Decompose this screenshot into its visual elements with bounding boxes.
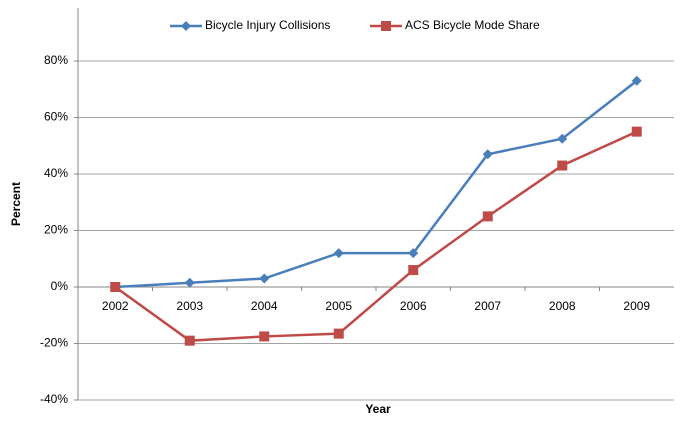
x-axis-label: Year [365, 402, 391, 416]
legend-label: ACS Bicycle Mode Share [405, 18, 540, 32]
data-point [631, 75, 642, 86]
x-tick-label: 2002 [102, 299, 129, 313]
series-line [115, 79, 638, 289]
data-point [333, 328, 344, 339]
data-point [631, 126, 642, 137]
x-tick-label: 2008 [549, 299, 576, 313]
data-point [557, 160, 568, 171]
data-point [408, 248, 419, 259]
x-tick-label: 2003 [176, 299, 203, 313]
y-tick-label: 80% [44, 53, 68, 67]
y-tick-label: 60% [44, 110, 68, 124]
legend-marker [381, 21, 391, 31]
data-point [482, 211, 493, 222]
data-point [259, 273, 270, 284]
x-tick-label: 2005 [325, 299, 352, 313]
y-tick-label: 20% [44, 223, 68, 237]
data-point [184, 335, 195, 346]
data-point [333, 248, 344, 259]
data-point [408, 265, 419, 276]
x-tick-label: 2006 [400, 299, 427, 313]
data-point [557, 133, 568, 144]
x-tick-label: 2007 [474, 299, 501, 313]
x-tick-label: 2009 [623, 299, 650, 313]
series-line [114, 130, 638, 342]
data-point [110, 282, 121, 292]
y-tick-label: 40% [44, 166, 68, 180]
data-point [259, 331, 270, 342]
y-axis-label: Percent [9, 182, 23, 226]
legend-label: Bicycle Injury Collisions [205, 18, 330, 32]
legend-marker [181, 21, 191, 31]
x-tick-label: 2004 [251, 299, 278, 313]
data-point [184, 277, 195, 288]
y-tick-label: -20% [40, 336, 68, 350]
data-point [482, 149, 493, 160]
y-tick-label: -40% [40, 392, 68, 406]
y-tick-label: 0% [51, 279, 69, 293]
